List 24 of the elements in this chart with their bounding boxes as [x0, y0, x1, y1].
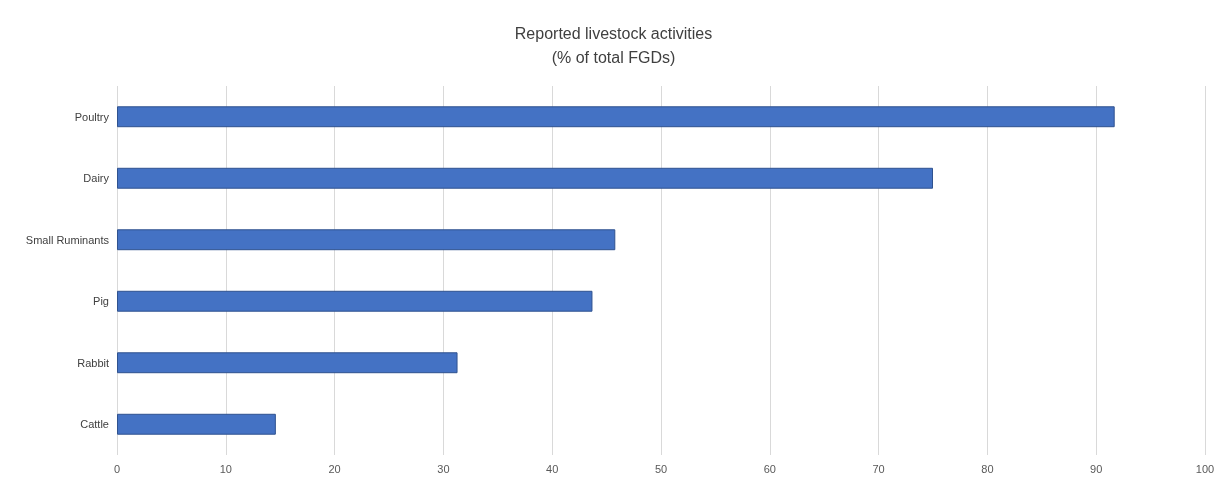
y-tick-label: Rabbit [77, 356, 109, 369]
x-tick-label: 50 [654, 462, 668, 475]
y-tick-label: Pig [93, 295, 109, 308]
x-tick-label: 60 [763, 462, 776, 475]
bar [117, 290, 593, 312]
x-tick-label: 90 [1090, 462, 1103, 475]
y-tick-label: Dairy [83, 172, 110, 185]
x-tick-label: 0 [113, 462, 121, 475]
x-tick-label: 10 [219, 462, 232, 475]
y-tick-label: Cattle [80, 418, 109, 431]
x-tick-label: 70 [872, 462, 885, 475]
x-tick-label: 20 [328, 462, 341, 475]
y-tick-label: Poultry [74, 110, 110, 123]
bar [117, 167, 933, 189]
x-tick-label: 30 [437, 462, 450, 475]
bar [117, 106, 1115, 128]
chart-title: Reported livestock activities (% of total FGDs) [514, 24, 713, 66]
bar [117, 229, 616, 251]
y-tick-label: Small Ruminants [25, 233, 110, 246]
x-tick-label: 80 [981, 462, 994, 475]
x-tick-label: 40 [546, 462, 559, 475]
bar [117, 413, 276, 435]
bar [117, 352, 458, 374]
x-tick-label: 100 [1195, 462, 1215, 475]
